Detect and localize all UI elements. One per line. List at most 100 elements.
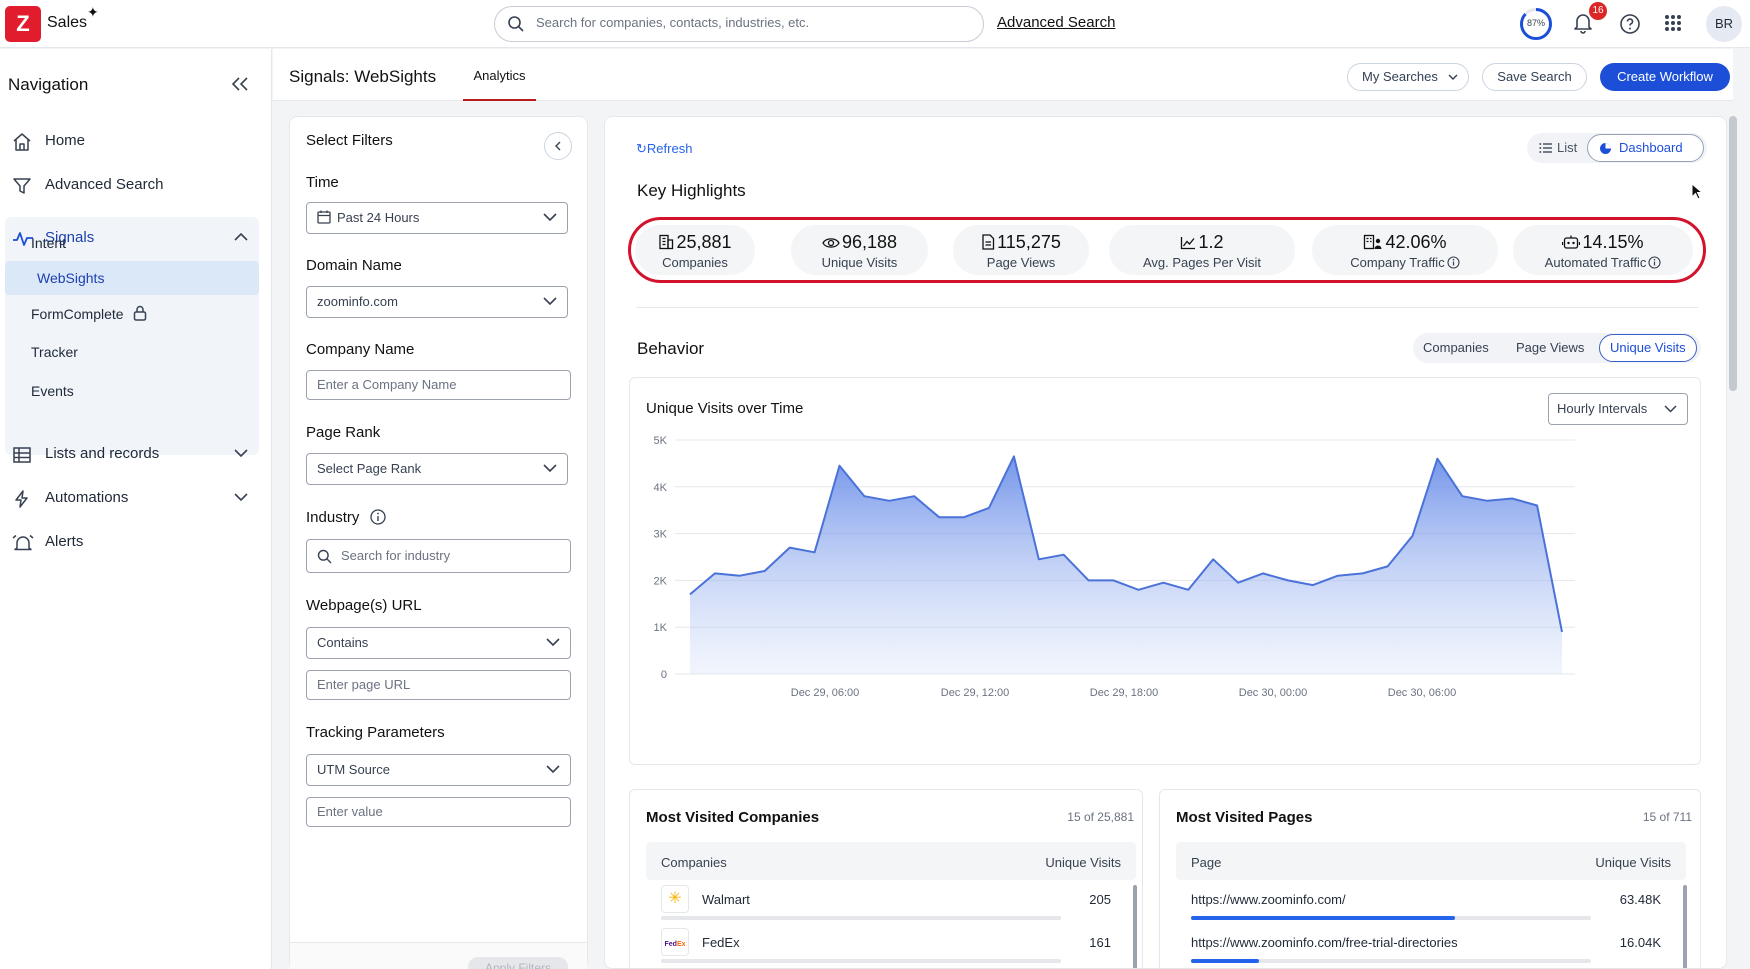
- column-header-unique-visits[interactable]: Unique Visits: [1045, 855, 1121, 870]
- key-highlights-title: Key Highlights: [637, 181, 746, 200]
- domain-select[interactable]: zoominfo.com: [306, 286, 568, 318]
- sidebar-item-websights[interactable]: WebSights: [5, 261, 259, 295]
- view-list-button[interactable]: List: [1539, 140, 1577, 155]
- pulse-icon: [13, 232, 33, 246]
- zoominfo-logo[interactable]: Z: [5, 6, 41, 42]
- signals-group: [5, 217, 259, 455]
- time-select[interactable]: Past 24 Hours: [306, 202, 568, 234]
- page-url[interactable]: https://www.zoominfo.com/: [1191, 892, 1346, 907]
- my-searches-button[interactable]: My Searches: [1347, 63, 1469, 91]
- save-search-button[interactable]: Save Search: [1482, 63, 1587, 91]
- avatar[interactable]: BR: [1706, 6, 1742, 42]
- y-tick-label: 0: [661, 669, 667, 681]
- top-bar: Z Sales ✦ Advanced Search 87% 16 BR: [0, 0, 1750, 48]
- chevron-down-icon[interactable]: [234, 492, 248, 502]
- pages-table-scrollbar[interactable]: [1683, 885, 1687, 968]
- tracking-param-value: UTM Source: [317, 762, 390, 777]
- company-name: Walmart: [702, 892, 750, 907]
- company-visits: 205: [1089, 892, 1111, 907]
- key-highlights-bar: 25,881 Companies 96,188 Unique Visits 11…: [628, 217, 1706, 283]
- chevron-down-icon: [546, 765, 560, 774]
- create-workflow-button[interactable]: Create Workflow: [1600, 63, 1730, 91]
- line-chart-icon: [1181, 237, 1196, 250]
- help-icon[interactable]: [1619, 13, 1641, 35]
- nav-item-automations[interactable]: Automations: [12, 480, 262, 516]
- domain-value: zoominfo.com: [317, 294, 398, 309]
- metric-tab-page-views[interactable]: Page Views: [1516, 340, 1585, 355]
- collapse-sidebar-icon[interactable]: [232, 77, 248, 91]
- sidebar-item-label: FormComplete: [31, 306, 124, 322]
- robot-icon: [1562, 235, 1581, 249]
- sidebar-item-events[interactable]: Events: [31, 383, 74, 399]
- kpi-value: 42.06%: [1385, 232, 1447, 252]
- table-icon: [13, 447, 31, 463]
- column-header-page[interactable]: Page: [1191, 855, 1222, 870]
- sidebar-item-formcomplete[interactable]: FormComplete: [31, 305, 147, 339]
- company-name-input[interactable]: Enter a Company Name: [306, 370, 571, 400]
- column-header-unique-visits[interactable]: Unique Visits: [1595, 855, 1671, 870]
- industry-search-input[interactable]: Search for industry: [306, 539, 571, 573]
- companies-table-scrollbar[interactable]: [1133, 885, 1137, 968]
- companies-table-title: Most Visited Companies: [646, 809, 820, 826]
- apply-filters-button[interactable]: Apply Filters: [468, 957, 568, 969]
- chevron-down-icon: [543, 297, 557, 306]
- tracking-value-input[interactable]: Enter value: [306, 797, 571, 827]
- page-url[interactable]: https://www.zoominfo.com/free-trial-dire…: [1191, 935, 1458, 950]
- page-rank-select[interactable]: Select Page Rank: [306, 453, 568, 485]
- page-header: Signals: WebSights Analytics My Searches…: [273, 49, 1733, 101]
- x-tick-label: Dec 30, 06:00: [1388, 687, 1457, 699]
- view-dashboard-button[interactable]: Dashboard: [1587, 134, 1704, 162]
- share-bar: [1191, 916, 1455, 920]
- table-row[interactable]: FedEx FedEx 161: [646, 928, 1136, 968]
- sidebar-item-tracker[interactable]: Tracker: [31, 344, 78, 360]
- info-icon[interactable]: [369, 509, 386, 525]
- page-scrollbar[interactable]: [1729, 116, 1737, 391]
- chevron-up-icon[interactable]: [234, 232, 248, 242]
- url-mode-select[interactable]: Contains: [306, 627, 571, 659]
- profile-progress-ring[interactable]: 87%: [1519, 7, 1553, 41]
- apps-grid-icon[interactable]: [1664, 14, 1682, 32]
- notification-badge: 16: [1589, 2, 1607, 20]
- bell-icon[interactable]: [1573, 12, 1593, 34]
- global-search-input[interactable]: [536, 15, 966, 30]
- advanced-search-link[interactable]: Advanced Search: [997, 14, 1116, 31]
- nav-item-label: Advanced Search: [45, 176, 164, 193]
- metric-tab-unique-visits[interactable]: Unique Visits: [1599, 334, 1697, 362]
- info-icon[interactable]: [1648, 256, 1661, 269]
- fedex-logo-icon: FedEx: [661, 928, 689, 956]
- nav-item-label: Home: [45, 132, 86, 149]
- table-row[interactable]: https://www.zoominfo.com/ 63.48K: [1176, 885, 1686, 927]
- chevron-down-icon[interactable]: [234, 448, 248, 458]
- nav-item-signals[interactable]: Signals: [12, 220, 262, 256]
- page-url-input[interactable]: Enter page URL: [306, 670, 571, 700]
- collapse-filters-button[interactable]: [544, 132, 572, 160]
- global-search[interactable]: [494, 6, 984, 42]
- sidebar-item-intent[interactable]: Intent: [31, 235, 67, 251]
- kpi-company-traffic: 42.06% Company Traffic: [1312, 225, 1498, 275]
- section-divider: [636, 307, 1698, 308]
- search-icon: [508, 16, 524, 32]
- table-row[interactable]: https://www.zoominfo.com/free-trial-dire…: [1176, 928, 1686, 968]
- nav-item-advanced-search[interactable]: Advanced Search: [12, 167, 262, 203]
- column-header-companies[interactable]: Companies: [661, 855, 727, 870]
- share-bar-track: [1191, 959, 1591, 963]
- office-people-icon: [1364, 234, 1382, 250]
- unique-visits-chart[interactable]: 0 1K 2K 3K 4K 5K Dec 29, 06:00 Dec 29, 12:00 Dec…: [630, 428, 1700, 764]
- info-icon[interactable]: [1447, 256, 1460, 269]
- nav-item-home[interactable]: Home: [12, 123, 262, 159]
- industry-placeholder: Search for industry: [341, 548, 451, 563]
- kpi-caption: Page Views: [986, 255, 1056, 270]
- metric-tab-companies[interactable]: Companies: [1423, 340, 1489, 355]
- behavior-title: Behavior: [637, 339, 705, 358]
- most-visited-pages-card: Most Visited Pages 15 of 711 Page Unique…: [1159, 789, 1701, 968]
- table-row[interactable]: ✳ Walmart 205: [646, 885, 1136, 927]
- kpi-caption: Company Traffic: [1350, 255, 1445, 270]
- tracking-param-select[interactable]: UTM Source: [306, 754, 571, 786]
- nav-item-lists-and-records[interactable]: Lists and records: [12, 436, 262, 472]
- nav-item-label: Signals: [45, 229, 95, 246]
- kpi-caption: Unique Visits: [821, 255, 898, 270]
- tab-analytics[interactable]: Analytics: [463, 49, 536, 101]
- refresh-button[interactable]: ↻Refresh: [636, 141, 692, 157]
- nav-item-alerts[interactable]: Alerts: [12, 524, 262, 560]
- interval-select[interactable]: Hourly Intervals: [1548, 393, 1688, 425]
